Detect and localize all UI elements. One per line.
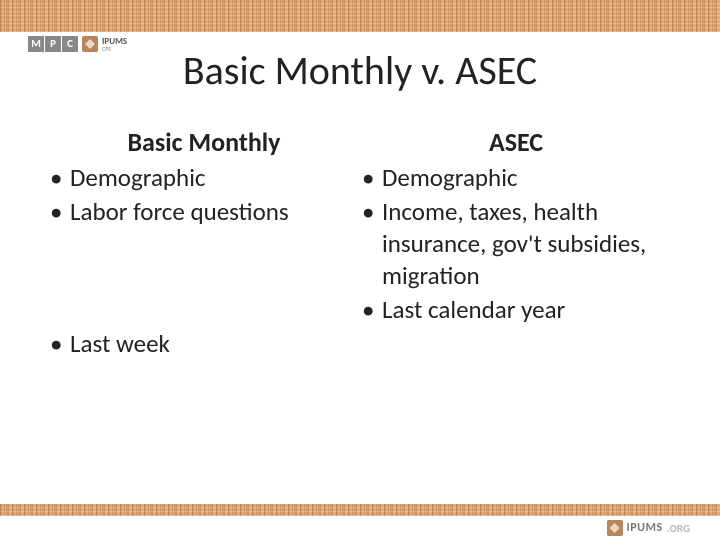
bullet-item: Last calendar year: [360, 294, 672, 326]
bullet-item: Demographic: [360, 162, 672, 194]
bullet-item: Demographic: [48, 162, 360, 194]
bullet-item: Last week: [48, 328, 360, 360]
top-accent-band: [0, 0, 720, 32]
ipums-bottom-suffix: .ORG: [667, 522, 690, 535]
bottom-logo-block: IPUMS .ORG: [607, 520, 690, 536]
bottom-accent-band: [0, 504, 720, 516]
content-columns: Basic Monthly Demographic Labor force qu…: [48, 126, 672, 362]
bullet-item: Labor force questions: [48, 196, 360, 228]
bullet-list-right: Demographic Income, taxes, health insura…: [360, 162, 672, 326]
column-heading-left: Basic Monthly: [48, 126, 360, 158]
ipums-mark-icon: [607, 520, 623, 536]
slide-title: Basic Monthly v. ASEC: [0, 46, 720, 95]
column-left: Basic Monthly Demographic Labor force qu…: [48, 126, 360, 362]
ipums-bottom-label: IPUMS: [627, 521, 663, 535]
column-heading-right: ASEC: [360, 126, 672, 158]
bullet-list-left: Demographic Labor force questions Last w…: [48, 162, 360, 360]
bullet-item: Income, taxes, health insurance, gov't s…: [360, 196, 672, 292]
column-right: ASEC Demographic Income, taxes, health i…: [360, 126, 672, 362]
